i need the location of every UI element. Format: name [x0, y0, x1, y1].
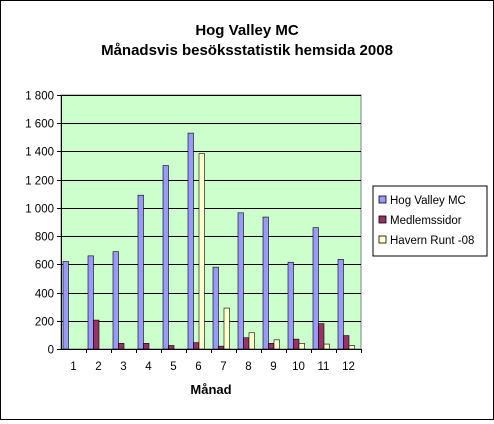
x-tick-label: 7 [220, 361, 226, 373]
bar-3-12 [348, 345, 355, 350]
x-tick-label: 4 [145, 361, 152, 373]
bar-1-3 [112, 251, 119, 350]
x-tick-label: 5 [170, 361, 176, 373]
bar-2-2 [93, 319, 100, 350]
x-tick-label: 9 [270, 361, 276, 373]
x-tick-label: 2 [95, 361, 101, 373]
bar-1-11 [312, 227, 319, 350]
bar-2-10 [293, 338, 300, 350]
y-tick-label: 200 [35, 317, 54, 329]
x-axis-label: Månad [190, 382, 231, 397]
y-tick-label: 800 [35, 232, 54, 244]
bar-1-4 [137, 194, 144, 350]
bar-3-10 [298, 343, 305, 350]
legend-swatch-3 [378, 235, 387, 244]
legend: Hog Valley MC Medlemssidor Havern Runt -08 [372, 185, 488, 257]
x-tick-label: 10 [292, 361, 305, 373]
bar-2-12 [343, 335, 350, 350]
bar-2-5 [168, 345, 175, 350]
bar-3-9 [273, 339, 280, 350]
bar-1-12 [337, 259, 344, 350]
y-tick-label: 1 800 [25, 91, 54, 103]
bar-2-4 [143, 343, 150, 350]
x-tick-label: 12 [342, 361, 355, 373]
bar-1-1 [62, 261, 69, 350]
bar-3-6 [198, 153, 205, 350]
bar-2-7 [218, 345, 225, 350]
legend-label-1: Hog Valley MC [390, 195, 466, 207]
y-tick-label: 1 400 [25, 147, 54, 159]
y-tick-label: 400 [35, 289, 54, 301]
y-tick-label: 600 [35, 260, 54, 272]
bar-1-7 [212, 266, 219, 350]
bar-1-5 [162, 165, 169, 350]
x-tick-label: 11 [318, 361, 330, 373]
bar-2-3 [118, 343, 125, 350]
legend-label-3: Havern Runt -08 [390, 235, 474, 247]
legend-swatch-2 [378, 215, 387, 224]
y-tick-label: 0 [48, 345, 54, 357]
x-tick-label: 8 [245, 361, 251, 373]
bar-2-6 [193, 342, 200, 350]
bar-2-8 [243, 337, 250, 350]
x-tick-label: 3 [120, 361, 126, 373]
bar-3-8 [248, 332, 255, 350]
x-tick-label: 6 [195, 361, 201, 373]
bar-1-9 [262, 216, 269, 350]
legend-swatch-1 [378, 195, 387, 204]
legend-label-2: Medlemssidor [390, 215, 462, 227]
y-tick-label: 1 200 [25, 176, 54, 188]
bar-3-7 [223, 307, 230, 350]
y-tick-label: 1 000 [25, 204, 54, 216]
chart-title: Hog Valley MC [195, 22, 299, 39]
y-tick-label: 1 600 [25, 119, 54, 131]
bar-1-8 [237, 212, 244, 350]
bar-1-2 [87, 255, 94, 350]
legend-box [372, 185, 488, 257]
chart-subtitle: Månadsvis besöksstatistik hemsida 2008 [101, 42, 393, 59]
bar-1-10 [287, 261, 294, 350]
bar-1-6 [187, 132, 194, 350]
x-tick-label: 1 [70, 361, 76, 373]
bar-2-9 [268, 343, 275, 350]
plot-background [60, 94, 362, 350]
bar-2-11 [318, 323, 325, 350]
bar-3-11 [323, 343, 330, 350]
